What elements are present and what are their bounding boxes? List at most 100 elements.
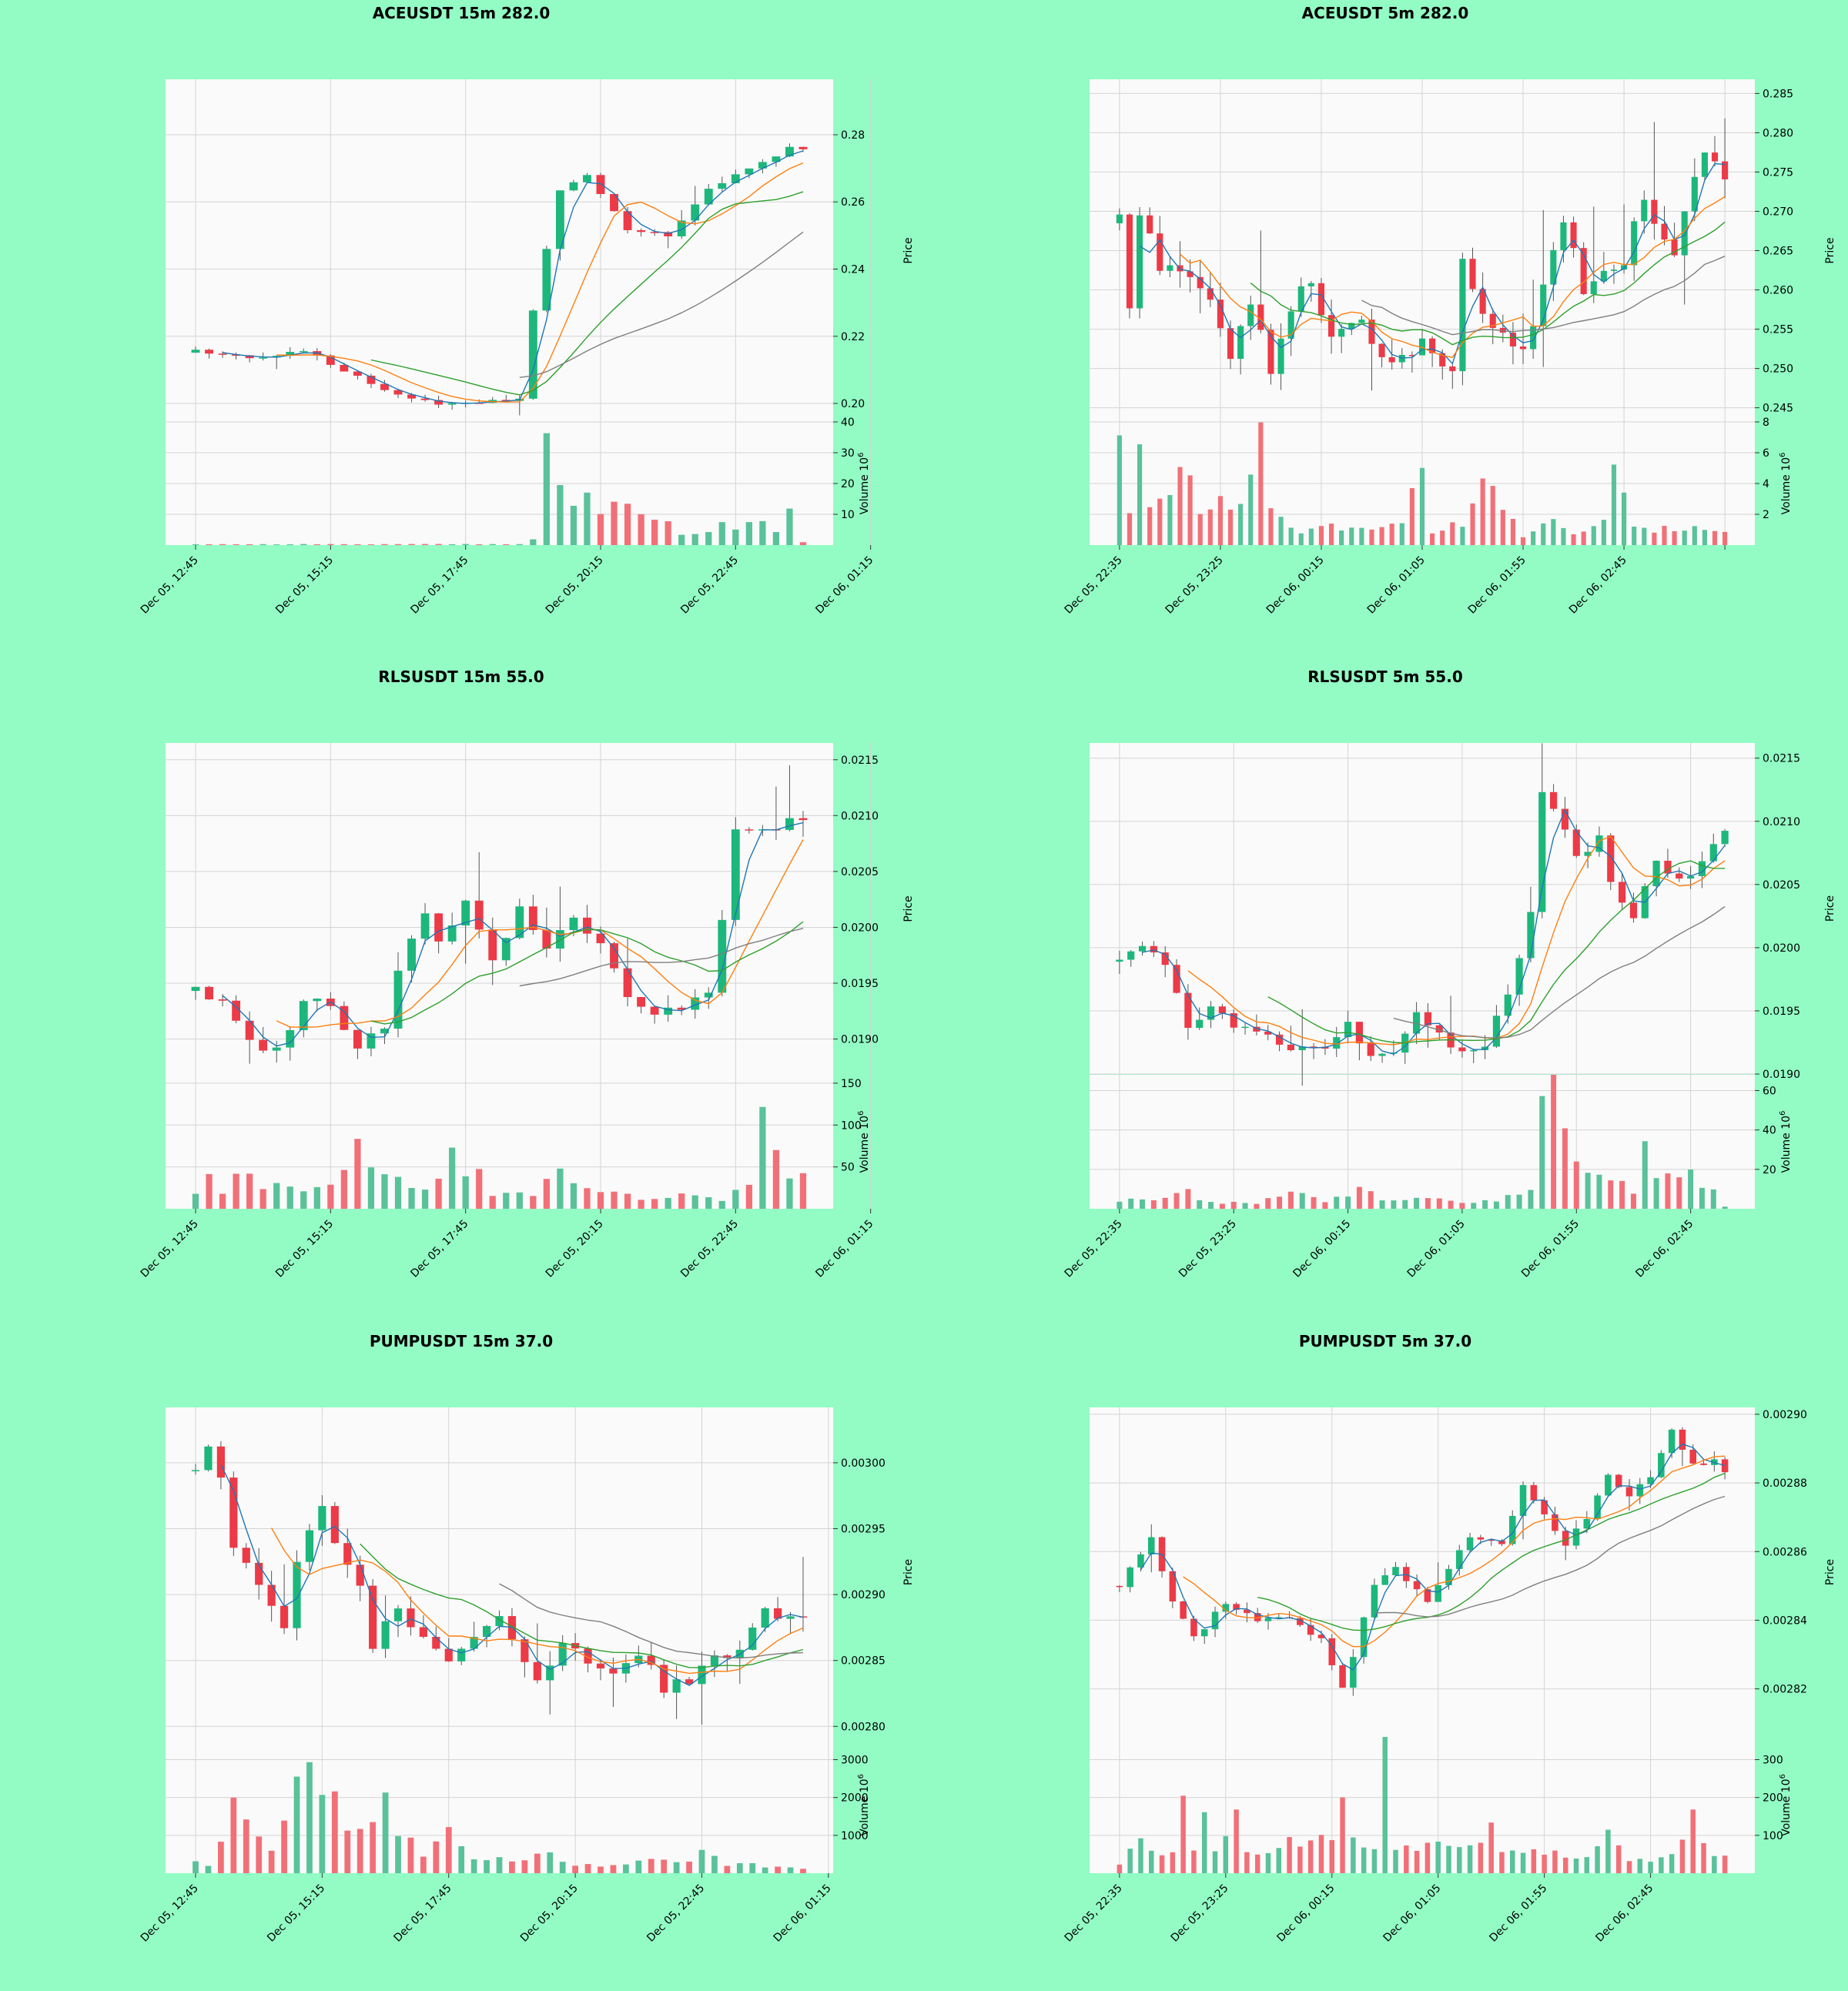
volume-tick-label: 50 <box>841 1162 855 1174</box>
x-tick-label: Dec 06, 01:55 <box>1519 1218 1582 1280</box>
volume-bar <box>1379 1200 1385 1209</box>
candle-down <box>1413 1581 1421 1590</box>
candle-down <box>637 229 646 233</box>
volume-bar <box>1615 1845 1622 1873</box>
chart-title: RLSUSDT 15m 55.0 <box>378 668 544 686</box>
candle-down <box>280 1605 289 1628</box>
candle-down <box>343 1543 352 1565</box>
price-tick-label: 0.0215 <box>841 755 879 767</box>
candle-down <box>1355 1022 1364 1044</box>
volume-panel <box>1090 1737 1755 1873</box>
candle-down <box>1339 1665 1346 1688</box>
candle-down <box>528 906 537 930</box>
volume-bar <box>1459 1203 1465 1209</box>
candle-up <box>1307 283 1314 286</box>
candle-down <box>1307 1625 1314 1635</box>
candle-up <box>1519 1484 1527 1516</box>
volume-bar <box>259 544 266 545</box>
moving-average-line <box>1140 1443 1726 1671</box>
candle-up <box>1247 304 1254 326</box>
volume-bar <box>1339 530 1344 545</box>
volume-bar <box>1185 1189 1191 1209</box>
volume-bar <box>1212 1851 1218 1873</box>
volume-tick-label: 3000 <box>841 1755 869 1767</box>
price-panel <box>166 1407 833 1737</box>
volume-panel <box>166 1737 833 1873</box>
candle-down <box>1287 1044 1294 1051</box>
volume-bar <box>1430 533 1435 545</box>
candle-up <box>691 204 700 221</box>
volume-bar <box>370 1822 377 1873</box>
candle-down <box>1552 1514 1558 1531</box>
volume-bar <box>1595 1845 1600 1873</box>
candle-down <box>1197 276 1204 289</box>
volume-tick-label: 2000 <box>841 1792 869 1805</box>
volume-bar <box>449 544 456 545</box>
chart-panel-6: PUMPUSDT 5m 37.0 Dec 05, 22:35 Dec 05, 23:… <box>1063 1332 1836 1945</box>
candle-down <box>407 1608 415 1628</box>
x-tick-label: Dec 05, 15:15 <box>273 554 336 617</box>
volume-bar <box>489 544 496 545</box>
candle-up <box>286 1029 295 1048</box>
candle-down <box>723 1655 732 1658</box>
candle-down <box>1651 199 1658 224</box>
candle-up <box>1652 860 1660 887</box>
price-tick-label: 0.0195 <box>841 978 879 990</box>
candle-up <box>367 1033 376 1049</box>
candle-up <box>1196 1019 1204 1028</box>
candle-down <box>1498 1540 1505 1544</box>
volume-bar <box>344 1830 351 1873</box>
candle-down <box>353 1029 362 1049</box>
volume-bar <box>1328 524 1334 545</box>
volume-bar <box>610 1865 617 1873</box>
volume-bar <box>1414 1851 1420 1873</box>
candle-down <box>1254 1613 1261 1621</box>
volume-bar <box>1669 1854 1675 1873</box>
volume-axis-label: Volume 106 <box>857 453 871 515</box>
x-tick-label: Dec 06, 01:55 <box>1466 554 1528 617</box>
volume-bar <box>732 529 739 545</box>
chart-panel-3: RLSUSDT 15m 55.0 Dec 05, 12:45 Dec 05, 15:… <box>139 668 915 1280</box>
volume-bar <box>1127 513 1133 545</box>
volume-bar <box>381 1174 388 1209</box>
volume-bar <box>273 544 280 545</box>
candle-down <box>340 364 349 372</box>
volume-bar <box>503 544 510 545</box>
candle-up <box>1264 1618 1272 1621</box>
volume-bar <box>1676 1177 1682 1209</box>
volume-bar <box>1509 1850 1515 1873</box>
x-tick-label: Dec 05, 23:25 <box>1177 1218 1239 1280</box>
volume-bar <box>1626 1861 1632 1873</box>
candle-up <box>1116 214 1123 224</box>
volume-bar <box>1402 1200 1408 1209</box>
price-tick-label: 0.00290 <box>841 1589 886 1601</box>
volume-tick-label: 20 <box>1763 1164 1776 1176</box>
volume-bar <box>1276 1848 1282 1873</box>
candle-up <box>698 1665 706 1685</box>
candle-down <box>1676 873 1683 879</box>
candle-down <box>1570 222 1577 249</box>
candle-up <box>731 174 740 183</box>
candle-up <box>447 925 457 942</box>
candle-down <box>1489 313 1496 328</box>
candle-up <box>482 1625 491 1638</box>
volume-bar <box>1265 1852 1271 1873</box>
volume-tick-label: 6 <box>1763 447 1769 460</box>
candle-down <box>432 1637 440 1649</box>
volume-bar <box>584 1864 591 1873</box>
candle-down <box>1310 1046 1317 1048</box>
candle-up <box>1584 852 1592 856</box>
volume-bar <box>1690 1809 1696 1873</box>
volume-bar <box>718 522 725 545</box>
volume-bar <box>661 1859 668 1873</box>
candle-up <box>1550 249 1557 285</box>
volume-bar <box>1298 533 1304 545</box>
volume-bar <box>233 1173 239 1209</box>
volume-bar <box>711 1855 718 1873</box>
x-tick-label: Dec 05, 12:45 <box>139 1218 201 1280</box>
volume-bar <box>1137 444 1143 545</box>
volume-bar <box>1150 1200 1157 1209</box>
volume-bar <box>1349 527 1354 545</box>
candle-up <box>393 1608 403 1621</box>
volume-bar <box>686 1861 692 1873</box>
